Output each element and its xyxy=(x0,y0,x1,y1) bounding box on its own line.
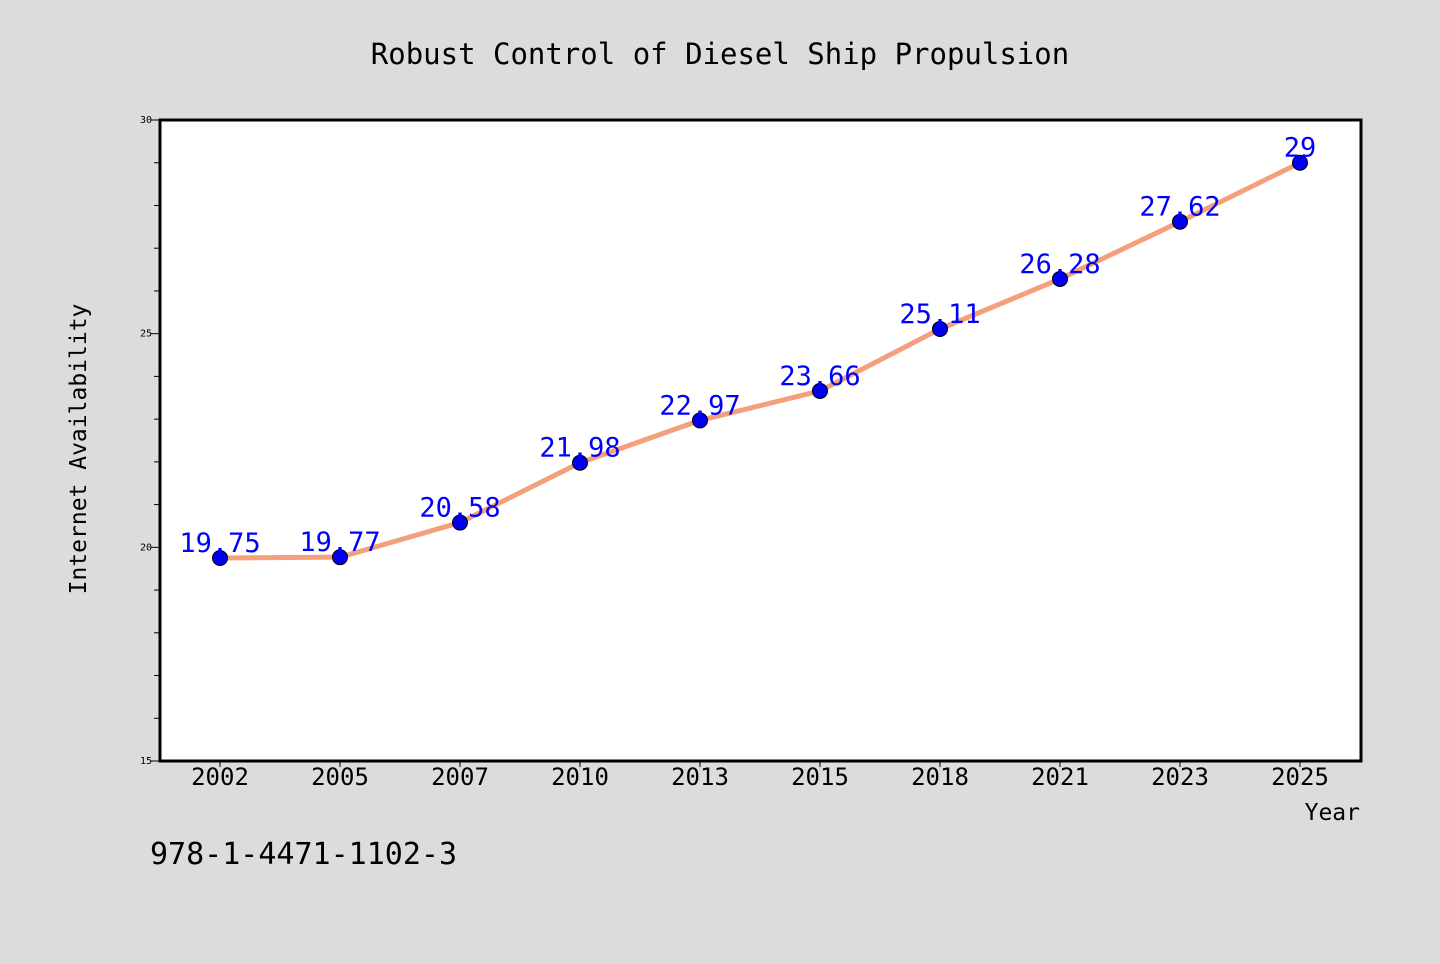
footer-isbn: 978-1-4471-1102-3 xyxy=(150,837,457,872)
data-label: 29 xyxy=(1284,133,1317,164)
y-axis: 15 20 25 30 xyxy=(140,115,160,767)
data-point xyxy=(212,550,228,567)
data-label: 26.28 xyxy=(1019,249,1100,280)
series-line-group: 19.75 19.77 20.58 21.98 22.97 23.66 25.11 26.28… xyxy=(179,133,1317,567)
data-label: 23.66 xyxy=(779,361,860,392)
chart-title: Robust Control of Diesel Ship Propulsion xyxy=(371,37,1069,71)
series-line xyxy=(217,160,1303,561)
data-point xyxy=(1292,154,1308,171)
y-tick-label: 30 xyxy=(140,115,152,126)
data-label: 19.77 xyxy=(299,527,380,558)
x-tick-label: 2002 xyxy=(191,763,249,791)
x-tick-label: 2010 xyxy=(551,763,609,791)
x-tick-label: 2025 xyxy=(1271,763,1329,791)
y-tick-label: 15 xyxy=(140,756,152,767)
data-point xyxy=(1052,270,1068,287)
y-axis-label: Internet Availability xyxy=(66,304,92,595)
data-point xyxy=(812,382,828,399)
data-label: 25.11 xyxy=(899,299,980,330)
x-tick-label: 2015 xyxy=(791,763,849,791)
data-label: 27.62 xyxy=(1139,192,1220,223)
data-label: 22.97 xyxy=(659,390,740,421)
data-label: 20.58 xyxy=(419,493,500,524)
x-tick-label: 2013 xyxy=(671,763,729,791)
y-tick-label: 20 xyxy=(140,542,152,553)
data-point xyxy=(692,412,708,429)
x-tick-label: 2007 xyxy=(431,763,489,791)
x-axis-label: Year xyxy=(1305,800,1360,826)
plot-area xyxy=(158,118,1363,763)
data-point xyxy=(572,454,588,471)
data-point xyxy=(332,549,348,566)
data-point xyxy=(932,320,948,337)
x-tick-label: 2023 xyxy=(1151,763,1209,791)
data-point xyxy=(452,514,468,531)
x-tick-label: 2005 xyxy=(311,763,369,791)
y-tick-label: 25 xyxy=(140,329,152,340)
x-tick-label: 2018 xyxy=(911,763,969,791)
x-tick-label: 2021 xyxy=(1031,763,1089,791)
data-label: 21.98 xyxy=(539,433,620,464)
data-point xyxy=(1172,213,1188,230)
x-axis: 2002 2005 2007 2010 2013 2015 2018 2021 2023 2025 xyxy=(191,761,1329,791)
data-label: 19.75 xyxy=(179,528,260,559)
